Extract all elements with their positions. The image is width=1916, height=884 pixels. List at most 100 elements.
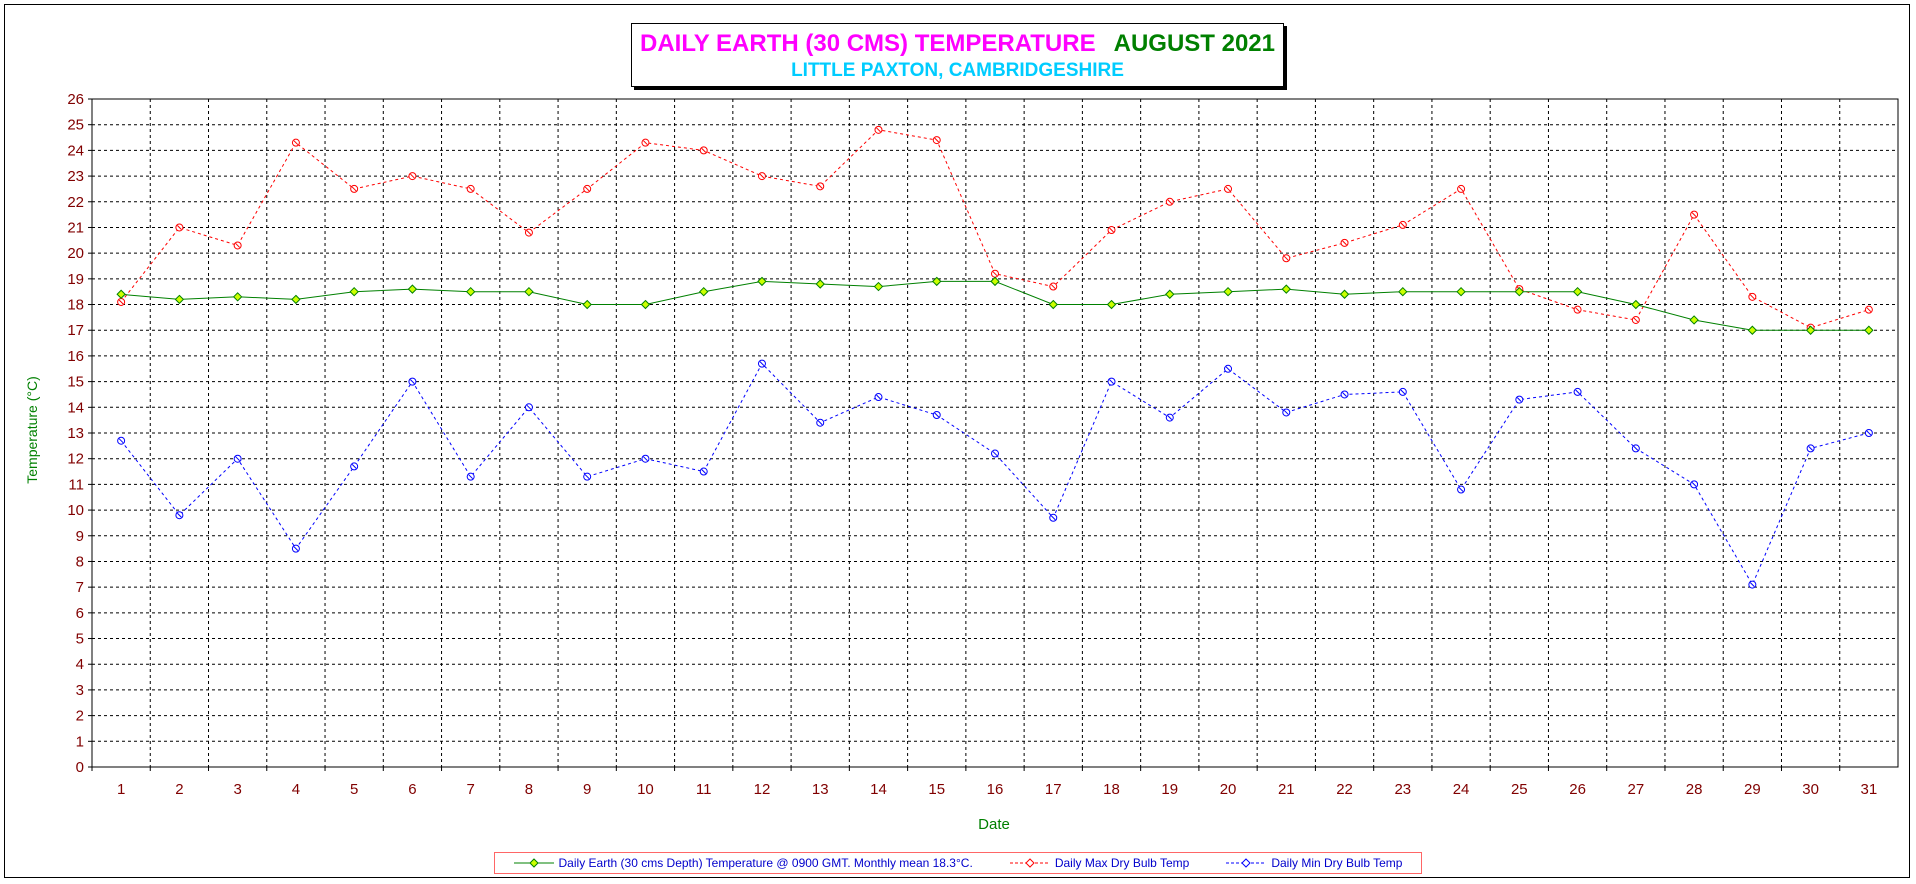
data-point-cross: [293, 140, 299, 146]
x-tick-label: 16: [987, 781, 1004, 798]
y-tick-label: 11: [68, 476, 84, 493]
plot-border: [91, 98, 1899, 768]
y-tick-label: 21: [67, 219, 84, 236]
data-point: [1106, 299, 1117, 310]
data-point: [1339, 289, 1350, 299]
x-tick-label: 2: [175, 781, 183, 798]
chart-title-month: AUGUST 2021: [1113, 30, 1275, 57]
data-point-cross: [1866, 430, 1872, 436]
data-point-cross: [1691, 482, 1697, 487]
legend-swatch-max: [1009, 858, 1050, 868]
data-point-cross: [526, 230, 532, 235]
legend-label-min: Daily Min Dry Bulb Temp: [1271, 856, 1403, 870]
x-tick-label: 15: [928, 781, 945, 798]
x-tick-label: 7: [467, 781, 475, 798]
series-0: [116, 276, 1874, 335]
x-tick-label: 22: [1336, 781, 1353, 798]
x-tick-label: 6: [408, 781, 416, 798]
x-tick-label: 12: [754, 781, 771, 798]
legend-swatch-earth: [513, 858, 554, 868]
series-1: [117, 125, 1873, 332]
legend-item-max: Daily Max Dry Bulb Temp: [1009, 856, 1189, 870]
data-point: [465, 286, 476, 297]
data-point-cross: [235, 243, 240, 248]
data-point: [1456, 286, 1466, 297]
y-tick-label: 9: [76, 528, 84, 545]
x-axis-label: Date: [978, 816, 1010, 833]
data-point-cross: [1109, 379, 1114, 384]
y-tick-label: 5: [76, 631, 84, 648]
x-tick-label: 8: [525, 781, 533, 798]
data-point-cross: [118, 438, 124, 444]
data-point-cross: [1458, 487, 1464, 492]
y-tick-label: 13: [67, 425, 84, 442]
x-tick-label: 18: [1103, 781, 1120, 798]
x-tick-label: 30: [1802, 781, 1819, 798]
data-point-cross: [934, 137, 940, 143]
data-point: [932, 276, 942, 287]
data-point-cross: [1866, 307, 1872, 313]
data-point: [174, 294, 185, 305]
data-point-cross: [1400, 389, 1406, 395]
data-point-cross: [1050, 515, 1056, 521]
x-tick-label: 3: [233, 781, 241, 798]
x-tick-label: 5: [350, 781, 358, 798]
data-point: [1398, 286, 1408, 297]
data-point: [116, 289, 126, 299]
data-point: [990, 276, 1000, 287]
data-point: [407, 284, 418, 294]
legend-item-min: Daily Min Dry Bulb Temp: [1226, 856, 1402, 870]
y-tick-label: 17: [67, 322, 84, 339]
series-lines: [116, 125, 1874, 589]
data-point-cross: [817, 420, 823, 426]
series-2: [117, 359, 1873, 589]
data-point-cross: [1225, 366, 1231, 372]
y-tick-label: 1: [76, 733, 84, 750]
x-tick-label: 17: [1045, 781, 1062, 798]
y-tick-label: 7: [76, 579, 84, 596]
data-point-cross: [410, 173, 415, 179]
data-point-cross: [1633, 317, 1639, 323]
data-point: [582, 299, 592, 310]
data-point-cross: [1109, 227, 1114, 233]
data-point: [640, 299, 651, 310]
data-point: [815, 279, 825, 289]
title-line: DAILY EARTH (30 CMS) TEMPERATURE AUGUST 2…: [632, 30, 1283, 58]
data-point-cross: [351, 464, 357, 469]
y-tick-label: 14: [67, 399, 84, 416]
data-point-cross: [759, 361, 765, 366]
data-point: [1223, 286, 1233, 297]
data-point-cross: [876, 394, 881, 400]
data-point: [1048, 299, 1058, 310]
x-tick-label: 28: [1686, 781, 1703, 798]
data-point: [1864, 325, 1874, 335]
y-tick-label: 4: [76, 656, 84, 673]
data-point-cross: [1225, 186, 1231, 192]
axes: 0123456789101112131415161718192021222324…: [67, 91, 1899, 798]
legend: Daily Earth (30 cms Depth) Temperature @…: [494, 852, 1422, 874]
data-point: [1747, 325, 1758, 335]
data-point-cross: [1516, 397, 1522, 402]
data-point-cross: [1749, 582, 1755, 587]
x-tick-label: 19: [1161, 781, 1178, 798]
data-point: [1572, 286, 1583, 297]
data-point: [232, 292, 243, 302]
y-tick-label: 6: [76, 605, 84, 622]
data-point-cross: [118, 299, 124, 305]
data-point-cross: [1283, 255, 1289, 261]
x-tick-label: 9: [583, 781, 591, 798]
data-point: [524, 286, 534, 297]
y-tick-label: 23: [67, 168, 84, 185]
y-tick-label: 19: [67, 271, 84, 288]
data-point-cross: [1342, 240, 1347, 246]
data-point: [873, 281, 884, 292]
x-tick-label: 23: [1394, 781, 1411, 798]
x-tick-label: 21: [1278, 781, 1295, 798]
data-point-cross: [992, 451, 998, 456]
data-point-cross: [643, 140, 648, 146]
data-point-cross: [177, 512, 182, 518]
data-point-cross: [468, 186, 474, 192]
data-point-cross: [351, 186, 357, 192]
y-tick-label: 8: [76, 553, 84, 570]
